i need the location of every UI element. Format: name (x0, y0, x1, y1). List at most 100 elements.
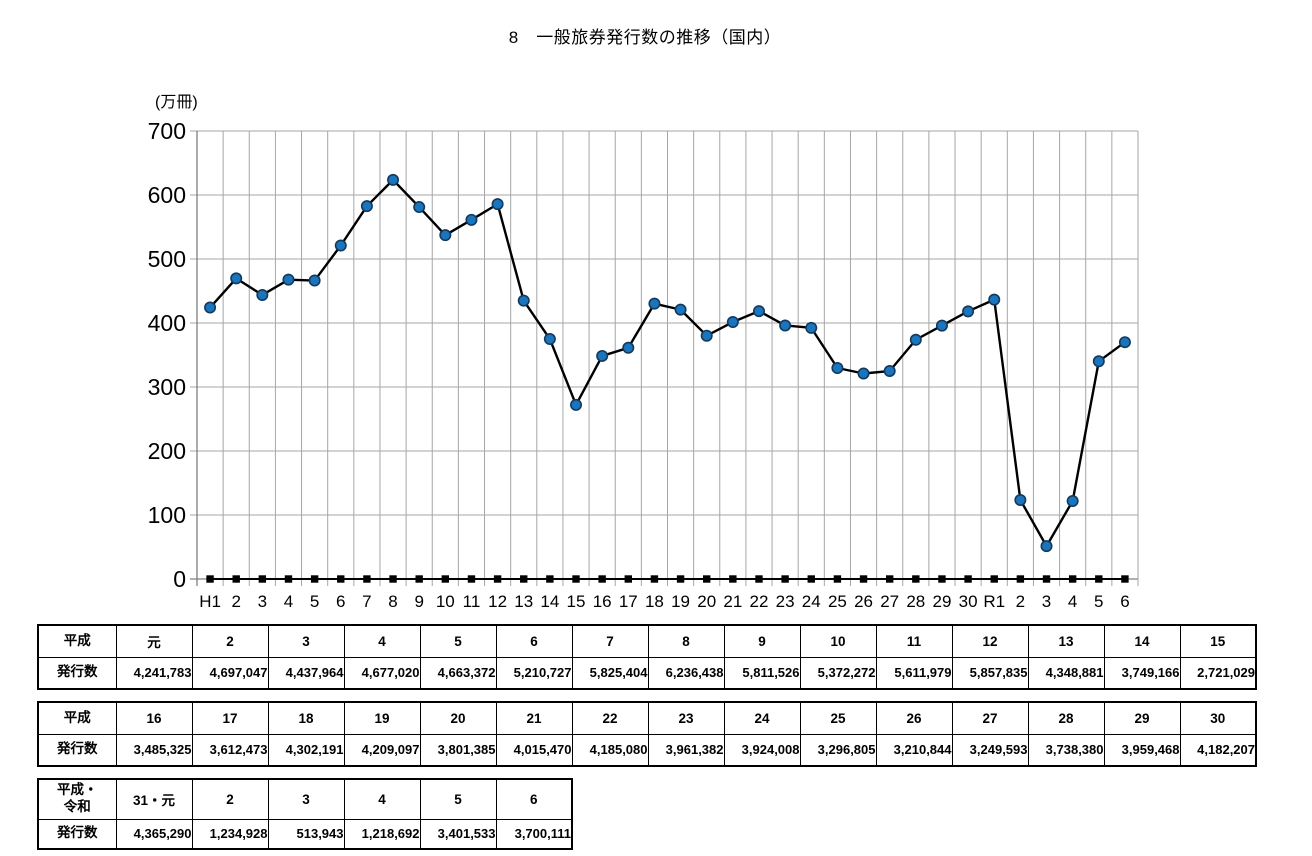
issuance-value-cell: 4,365,290 (115, 818, 193, 850)
year-header-cell: 8 (647, 624, 725, 658)
baseline-square-marker (781, 575, 789, 583)
baseline-square-marker (729, 575, 737, 583)
year-header-cell: 6 (495, 778, 573, 820)
data-point-marker (334, 239, 347, 252)
data-point-marker (204, 301, 217, 314)
year-header-cell: 29 (1103, 701, 1181, 735)
year-header-cell: 19 (343, 701, 421, 735)
issuance-value-cell: 4,209,097 (343, 733, 421, 767)
data-point-marker (282, 273, 295, 286)
baseline-square-marker (258, 575, 267, 583)
issuance-value-cell: 4,185,080 (571, 733, 649, 767)
baseline-square-marker (755, 575, 763, 583)
year-header-cell: 27 (951, 701, 1029, 735)
y-axis-tick-label: 700 (148, 118, 186, 144)
year-header-cell: 14 (1103, 624, 1181, 658)
x-axis-tick-label: 9 (414, 592, 423, 611)
baseline-square-marker (598, 575, 606, 583)
x-axis-tick-label: 3 (258, 592, 267, 611)
baseline-square-marker (1042, 575, 1051, 583)
data-point-marker (491, 198, 504, 211)
issuance-value-cell: 3,612,473 (191, 733, 269, 767)
year-header-cell: 6 (495, 624, 573, 658)
data-point-marker (543, 333, 556, 346)
year-header-cell: 11 (875, 624, 953, 658)
x-axis-tick-label: 5 (1094, 592, 1103, 611)
data-point-marker (805, 321, 818, 334)
year-header-cell: 元 (115, 624, 193, 658)
year-header-cell: 9 (723, 624, 801, 658)
issuance-value-cell: 3,210,844 (875, 733, 953, 767)
x-axis-tick-label: 23 (776, 592, 795, 611)
data-point-marker (413, 201, 426, 214)
data-point-marker (909, 333, 922, 346)
era-label-cell: 平成 (37, 624, 117, 658)
data-point-marker (883, 365, 896, 378)
x-axis-tick-label: 21 (723, 592, 742, 611)
data-point-marker (570, 398, 583, 411)
issuance-value-cell: 3,801,385 (419, 733, 497, 767)
baseline-square-marker (676, 575, 685, 583)
issuance-value-cell: 3,738,380 (1027, 733, 1105, 767)
year-header-cell: 24 (723, 701, 801, 735)
baseline-square-marker (885, 575, 894, 583)
data-point-marker (988, 293, 1001, 306)
data-point-marker (648, 297, 661, 310)
data-point-marker (256, 288, 269, 301)
year-header-cell: 15 (1179, 624, 1257, 658)
baseline-square-marker (703, 575, 711, 583)
data-table-heisei-16-30: 平成 16 17 18 19 20 21 22 23 24 25 26 27 28 29 30 発行数 3,485… (37, 701, 1257, 767)
issuance-value-cell: 513,943 (267, 818, 345, 850)
x-axis-tick-label: 6 (336, 592, 345, 611)
data-point-marker (674, 303, 687, 316)
baseline-square-marker (389, 575, 397, 583)
x-axis-tick-label: 19 (671, 592, 690, 611)
baseline-square-marker (206, 575, 214, 583)
baseline-square-marker (1016, 575, 1025, 583)
x-axis-tick-label: 27 (880, 592, 899, 611)
year-header-cell: 18 (267, 701, 345, 735)
year-header-cell: 21 (495, 701, 573, 735)
data-point-marker (1040, 540, 1053, 553)
year-header-cell: 31・元 (115, 778, 193, 820)
year-header-cell: 13 (1027, 624, 1105, 658)
data-table-heisei-1-15: 平成元 2 3 4 5 6 7 8 9 10 11 12 13 14 15 発行数 4,241,783 4,697… (37, 624, 1257, 690)
x-axis-tick-label: 8 (388, 592, 397, 611)
issuance-value-cell: 4,182,207 (1179, 733, 1257, 767)
data-point-marker (622, 341, 635, 354)
data-point-marker (857, 367, 870, 380)
baseline-square-marker (363, 575, 371, 583)
x-axis-tick-label: H1 (199, 592, 221, 611)
issuance-value-cell: 3,296,805 (799, 733, 877, 767)
baseline-square-marker (546, 575, 554, 583)
baseline-square-marker (1121, 575, 1129, 583)
data-point-marker (360, 200, 373, 213)
year-header-cell: 4 (343, 778, 421, 820)
row-label-cell: 発行数 (37, 656, 117, 690)
baseline-square-marker (493, 575, 502, 583)
x-axis-tick-label: 12 (488, 592, 507, 611)
year-header-cell: 30 (1179, 701, 1257, 735)
y-axis-tick-label: 100 (148, 502, 186, 528)
data-point-marker (700, 329, 713, 342)
data-point-marker (726, 316, 739, 329)
issuance-value-cell: 5,611,979 (875, 656, 953, 690)
issuance-value-cell: 3,249,593 (951, 733, 1029, 767)
year-header-cell: 2 (191, 778, 269, 820)
baseline-square-marker (964, 575, 972, 583)
x-axis-tick-label: 4 (1068, 592, 1077, 611)
year-header-cell: 20 (419, 701, 497, 735)
baseline-square-marker (1068, 575, 1077, 583)
baseline-square-marker (337, 575, 345, 583)
baseline-square-marker (310, 575, 319, 583)
y-axis-tick-label: 600 (148, 182, 186, 208)
year-header-cell: 25 (799, 701, 877, 735)
baseline-square-marker (415, 575, 423, 583)
year-header-cell: 2 (191, 624, 269, 658)
x-axis-tick-label: 10 (436, 592, 455, 611)
era-label-cell: 平成・ 令和 (37, 778, 117, 820)
x-axis-tick-label: 20 (697, 592, 716, 611)
y-axis-tick-label: 200 (148, 438, 186, 464)
